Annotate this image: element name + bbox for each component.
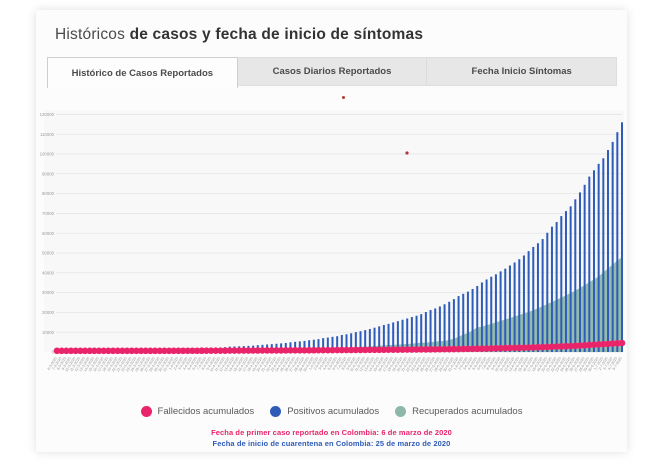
svg-text:5-5-2020: 5-5-2020 (327, 356, 338, 370)
stray-red-dot (342, 96, 345, 99)
svg-text:3-4-2020: 3-4-2020 (178, 356, 189, 370)
svg-text:11-6-2020: 11-6-2020 (499, 356, 511, 372)
svg-text:120000: 120000 (40, 112, 55, 117)
svg-text:110000: 110000 (40, 132, 55, 137)
svg-text:8-3-2020: 8-3-2020 (56, 356, 67, 370)
svg-text:80000: 80000 (42, 191, 55, 196)
legend-label: Fallecidos acumulados (157, 406, 255, 417)
svg-text:100000: 100000 (40, 152, 55, 157)
svg-text:9-3-2020: 9-3-2020 (61, 356, 72, 370)
series-recuperados-area (57, 257, 622, 352)
svg-text:7-3-2020: 7-3-2020 (51, 356, 62, 370)
positivos-dot-icon (270, 406, 282, 417)
svg-text:8-6-2020: 8-6-2020 (486, 356, 497, 370)
svg-text:60000: 60000 (42, 231, 55, 236)
svg-text:3-5-2020: 3-5-2020 (318, 356, 329, 370)
svg-text:70000: 70000 (42, 211, 55, 216)
svg-text:4-5-2020: 4-5-2020 (322, 356, 333, 370)
svg-text:5-4-2020: 5-4-2020 (187, 356, 198, 370)
svg-text:6-5-2020: 6-5-2020 (332, 356, 343, 370)
svg-text:2-7-2020: 2-7-2020 (598, 356, 609, 370)
chart-legend: Fallecidos acumulados Positivos acumulad… (36, 406, 627, 417)
svg-text:20000: 20000 (42, 310, 55, 315)
tab-bar: Histórico de Casos Reportados Casos Diar… (47, 57, 617, 88)
note-quarantine: Fecha de inicio de cuarentena en Colombi… (212, 439, 451, 448)
svg-text:90000: 90000 (42, 171, 55, 176)
chart-area: 0 10000 20000 30000 40000 50000 60000 70000 8000… (36, 100, 627, 390)
x-axis-labels: 6-3-20207-3-20208-3-20209-3-202010-3-202… (47, 356, 623, 372)
tab-label: Histórico de Casos Reportados (71, 67, 214, 79)
legend-item-recuperados[interactable]: Recuperados acumulados (395, 406, 522, 417)
svg-text:4-7-2020: 4-7-2020 (607, 356, 618, 370)
svg-text:1-7-2020: 1-7-2020 (593, 356, 604, 370)
svg-text:50000: 50000 (42, 251, 55, 256)
svg-text:6-4-2020: 6-4-2020 (192, 356, 203, 370)
svg-text:6-3-2020: 6-3-2020 (47, 356, 58, 370)
tab-label: Casos Diarios Reportados (272, 66, 392, 77)
note-first-case: Fecha de primer caso reportado en Colomb… (211, 428, 452, 437)
svg-text:10000: 10000 (42, 330, 55, 335)
recuperados-dot-icon (395, 406, 407, 417)
svg-text:9-6-2020: 9-6-2020 (490, 356, 501, 370)
svg-text:2-5-2020: 2-5-2020 (313, 356, 324, 370)
svg-text:7-4-2020: 7-4-2020 (196, 356, 207, 370)
svg-text:3-6-2020: 3-6-2020 (462, 356, 473, 370)
svg-text:9-5-2020: 9-5-2020 (346, 356, 357, 370)
svg-text:8-5-2020: 8-5-2020 (341, 356, 352, 370)
tab-label: Fecha Inicio Síntomas (471, 66, 572, 77)
svg-text:40000: 40000 (42, 270, 55, 275)
series-fallecidos-dots (53, 339, 626, 355)
chart-canvas[interactable]: 0 10000 20000 30000 40000 50000 60000 70000 8000… (36, 100, 627, 390)
svg-text:11-4-2020: 11-4-2020 (214, 356, 226, 372)
page-title-light: Históricos (55, 26, 126, 43)
svg-text:6-6-2020: 6-6-2020 (476, 356, 487, 370)
svg-text:1-6-2020: 1-6-2020 (453, 356, 464, 370)
svg-text:2-6-2020: 2-6-2020 (458, 356, 469, 370)
svg-text:3-7-2020: 3-7-2020 (602, 356, 613, 370)
svg-text:11-3-2020: 11-3-2020 (69, 356, 81, 372)
tab-fecha-inicio-sintomas[interactable]: Fecha Inicio Síntomas (427, 58, 616, 85)
svg-text:11-5-2020: 11-5-2020 (354, 356, 366, 372)
series-positivos-bars (121, 122, 623, 352)
svg-text:5-6-2020: 5-6-2020 (472, 356, 483, 370)
svg-text:0: 0 (52, 350, 55, 355)
svg-text:7-5-2020: 7-5-2020 (336, 356, 347, 370)
page-title: Históricos de casos y fecha de inicio de… (36, 10, 627, 44)
tab-casos-diarios-reportados[interactable]: Casos Diarios Reportados (238, 58, 428, 85)
svg-text:1-4-2020: 1-4-2020 (168, 356, 179, 370)
fallecidos-dot-icon (140, 406, 152, 417)
svg-text:30000: 30000 (42, 290, 55, 295)
tab-historico-casos-reportados[interactable]: Histórico de Casos Reportados (47, 57, 238, 88)
stray-red-dot (405, 151, 409, 155)
svg-text:9-4-2020: 9-4-2020 (206, 356, 217, 370)
svg-text:4-4-2020: 4-4-2020 (182, 356, 193, 370)
svg-text:2-4-2020: 2-4-2020 (173, 356, 184, 370)
y-gridlines (56, 114, 622, 353)
svg-text:1-5-2020: 1-5-2020 (308, 356, 319, 370)
y-axis-labels: 0 10000 20000 30000 40000 50000 60000 70000 8000… (40, 112, 55, 355)
legend-item-positivos[interactable]: Positivos acumulados (270, 406, 379, 417)
svg-text:5-7-2020: 5-7-2020 (612, 356, 623, 370)
legend-label: Positivos acumulados (287, 406, 380, 417)
legend-label: Recuperados acumulados (412, 406, 523, 417)
svg-text:4-6-2020: 4-6-2020 (467, 356, 478, 370)
legend-item-fallecidos[interactable]: Fallecidos acumulados (140, 406, 255, 417)
svg-text:8-4-2020: 8-4-2020 (201, 356, 212, 370)
page-title-bold: de casos y fecha de inicio de síntomas (129, 26, 424, 43)
svg-text:7-6-2020: 7-6-2020 (481, 356, 492, 370)
dashboard-card: Históricos de casos y fecha de inicio de… (36, 10, 627, 452)
